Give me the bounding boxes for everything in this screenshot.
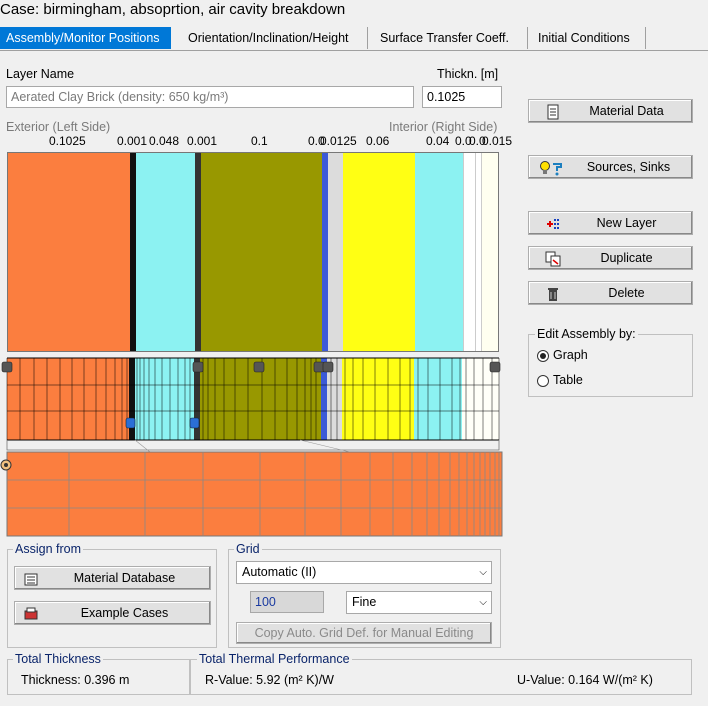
layer-vapour-barrier[interactable] xyxy=(322,153,328,351)
new-layer-icon xyxy=(547,219,559,229)
grid-count-field[interactable]: 100 xyxy=(250,591,324,613)
layer-insulation[interactable] xyxy=(201,153,322,351)
tab-initial-conditions[interactable]: Initial Conditions xyxy=(532,27,646,49)
total-thickness-group: Total Thickness Thickness: 0.396 m xyxy=(7,652,190,695)
layer-thickness-label: 0.001 xyxy=(117,134,148,148)
example-cases-icon xyxy=(24,607,38,620)
trash-icon xyxy=(548,288,558,301)
graph-radio[interactable] xyxy=(537,350,549,362)
thermal-performance-label: Total Thermal Performance xyxy=(197,652,352,666)
total-thickness-label: Total Thickness xyxy=(13,652,103,666)
tab-assembly-monitor-positions[interactable]: Assembly/Monitor Positions xyxy=(0,27,171,49)
assign-from-label: Assign from xyxy=(13,542,83,556)
thermal-performance-group: Total Thermal Performance R-Value: 5.92 … xyxy=(190,652,692,695)
grid-mode-select[interactable]: Automatic (II) ⌵ xyxy=(236,561,492,584)
delete-button[interactable]: Delete xyxy=(528,281,693,305)
interior-side-label: Interior (Right Side) xyxy=(389,120,498,134)
chevron-down-icon: ⌵ xyxy=(479,567,487,578)
source-icon xyxy=(125,417,200,429)
layer-thickness-label: 0.0 xyxy=(308,134,325,148)
material-database-button[interactable]: Material Database xyxy=(14,566,211,590)
tab-orientation-inclination-height[interactable]: Orientation/Inclination/Height xyxy=(182,27,368,49)
copy-grid-definition-button[interactable]: Copy Auto. Grid Def. for Manual Editing xyxy=(236,622,492,644)
grid-monitor-view[interactable] xyxy=(0,352,508,540)
example-cases-button[interactable]: Example Cases xyxy=(14,601,211,625)
edit-assembly-group: Edit Assembly by: Graph Table xyxy=(528,327,693,397)
duplicate-icon xyxy=(545,251,561,267)
material-data-button[interactable]: Material Data xyxy=(528,99,693,123)
layer-thickness-label: 0.048 xyxy=(149,134,180,148)
tab-bar: Assembly/Monitor Positions Orientation/I… xyxy=(0,27,708,51)
layer-thickness-label: 0.06 xyxy=(366,134,390,148)
layer-timber[interactable] xyxy=(343,153,415,351)
chevron-down-icon: ⌵ xyxy=(479,597,487,608)
r-value: R-Value: 5.92 (m² K)/W xyxy=(205,673,334,687)
layer-thickness-label: 0.001 xyxy=(187,134,218,148)
layer-thickness-label: 0.1 xyxy=(251,134,268,148)
document-icon xyxy=(547,104,559,120)
lightbulb-faucet-icon xyxy=(540,161,562,176)
layer-thickness-label: 0.015 xyxy=(482,134,513,148)
monitor-icon xyxy=(1,361,501,373)
layer-air-cavity[interactable] xyxy=(136,153,195,351)
layer-thin-film[interactable] xyxy=(463,153,476,351)
new-layer-button[interactable]: New Layer xyxy=(528,211,693,235)
table-radio[interactable] xyxy=(537,375,549,387)
layer-thickness-label: 0.1025 xyxy=(49,134,86,148)
layer-name-label: Layer Name xyxy=(6,67,75,81)
layer-thin-film[interactable] xyxy=(475,153,482,351)
layer-thin-membrane[interactable] xyxy=(130,153,136,351)
tab-surface-transfer-coeff[interactable]: Surface Transfer Coeff. xyxy=(374,27,528,49)
sources-sinks-button[interactable]: Sources, Sinks xyxy=(528,155,693,179)
layer-thickness-label: 0.0 xyxy=(455,134,472,148)
layer-thin-membrane[interactable] xyxy=(195,153,201,351)
exterior-side-label: Exterior (Left Side) xyxy=(6,120,111,134)
thickness-label: Thickn. [m] xyxy=(437,67,499,81)
grid-group: Grid Automatic (II) ⌵ 100 Fine ⌵ Copy Au… xyxy=(228,542,501,648)
grid-density-select[interactable]: Fine ⌵ xyxy=(346,591,492,614)
layer-thickness-label: 0.0125 xyxy=(320,134,357,148)
grid-label: Grid xyxy=(234,542,262,556)
layer-board[interactable] xyxy=(328,153,343,351)
edit-assembly-label: Edit Assembly by: xyxy=(535,327,638,341)
assign-from-group: Assign from Material Database Example Ca… xyxy=(7,542,217,648)
table-radio-label[interactable]: Table xyxy=(553,373,583,387)
duplicate-button[interactable]: Duplicate xyxy=(528,246,693,270)
graph-radio-label[interactable]: Graph xyxy=(553,348,588,362)
total-thickness-value: Thickness: 0.396 m xyxy=(21,673,130,687)
layer-inner-air[interactable] xyxy=(415,153,463,351)
thickness-field[interactable]: 0.1025 xyxy=(422,86,502,108)
assembly-layer-graph[interactable] xyxy=(7,152,499,352)
layer-interior-plaster[interactable] xyxy=(481,153,498,351)
layer-aerated-clay-brick[interactable] xyxy=(8,153,130,351)
layer-thickness-label: 0.04 xyxy=(426,134,450,148)
database-icon xyxy=(24,573,38,586)
layer-thickness-label: 0.0 xyxy=(469,134,486,148)
layer-name-field[interactable]: Aerated Clay Brick (density: 650 kg/m³) xyxy=(6,86,414,108)
case-title: Case: birmingham, absoprtion, air cavity… xyxy=(0,1,346,18)
u-value: U-Value: 0.164 W/(m² K) xyxy=(517,673,653,687)
